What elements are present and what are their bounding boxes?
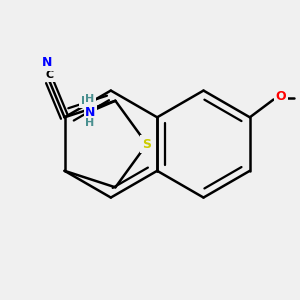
Text: H: H	[85, 94, 95, 104]
Text: O: O	[276, 90, 286, 103]
Text: H: H	[81, 96, 90, 106]
Text: N: N	[85, 106, 95, 119]
Text: S: S	[142, 138, 151, 151]
Text: C: C	[46, 70, 54, 80]
Text: N: N	[41, 56, 52, 69]
Text: H: H	[85, 118, 95, 128]
